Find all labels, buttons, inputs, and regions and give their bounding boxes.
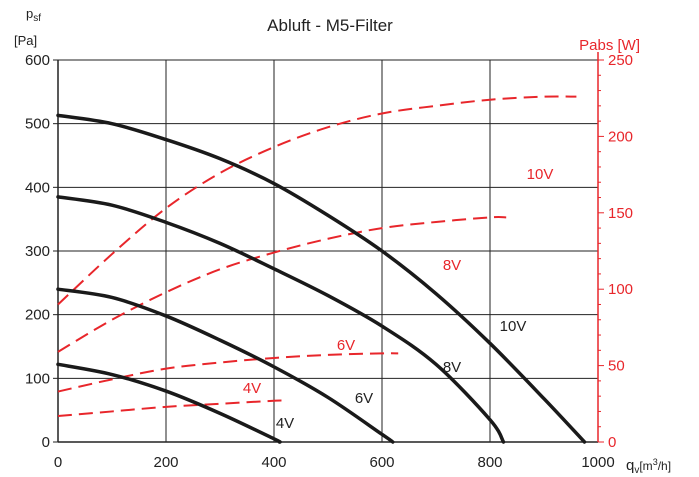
power-curve-8v <box>57 216 507 353</box>
pressure-label-6v: 6V <box>355 390 373 407</box>
right-axis-label: Pabs [W] <box>579 37 640 54</box>
left-axis-unit: [Pa] <box>14 33 37 48</box>
left-tick-label: 300 <box>25 243 50 260</box>
pressure-label-8v: 8V <box>443 359 461 376</box>
x-tick-label: 200 <box>153 454 178 471</box>
tick-labels: 0 200 400 600 800 1000 0 100 200 300 400 500 600 0 50 1… <box>25 52 633 471</box>
curve-labels: 4V 6V 8V 10V 4V 6V 8V 10V <box>243 166 554 432</box>
right-tick-label: 0 <box>608 434 616 451</box>
left-tick-label: 400 <box>25 179 50 196</box>
left-tick-label: 600 <box>25 52 50 69</box>
chart-title: Abluft - M5-Filter <box>267 16 393 35</box>
power-label-10v: 10V <box>527 166 554 183</box>
right-tick-label: 200 <box>608 128 633 145</box>
x-tick-label: 600 <box>369 454 394 471</box>
curves <box>56 95 587 444</box>
x-tick-label: 400 <box>261 454 286 471</box>
x-tick-label: 800 <box>477 454 502 471</box>
power-curve-4v <box>57 399 285 418</box>
left-tick-label: 0 <box>42 434 50 451</box>
left-tick-label: 500 <box>25 116 50 133</box>
right-tick-label: 150 <box>608 205 633 222</box>
right-tick-label: 50 <box>608 358 625 375</box>
pressure-curve-4v <box>56 362 282 444</box>
x-axis-label: qv[m3/h] <box>626 457 671 476</box>
power-label-6v: 6V <box>337 337 355 354</box>
power-label-8v: 8V <box>443 257 461 274</box>
pressure-label-10v: 10V <box>500 318 527 335</box>
power-curve-10v <box>57 95 577 306</box>
x-tick-label: 1000 <box>581 454 614 471</box>
power-label-4v: 4V <box>243 380 261 397</box>
grid <box>53 52 604 443</box>
pressure-curve-6v <box>56 287 395 444</box>
left-tick-label: 200 <box>25 307 50 324</box>
power-curve-6v <box>57 352 399 393</box>
pressure-curve-10v <box>56 113 587 444</box>
right-tick-label: 250 <box>608 52 633 69</box>
pressure-label-4v: 4V <box>276 415 294 432</box>
left-tick-label: 100 <box>25 370 50 387</box>
left-axis-label: psf <box>26 6 41 24</box>
right-tick-label: 100 <box>608 281 633 298</box>
pressure-curve-8v <box>56 195 506 444</box>
x-tick-label: 0 <box>54 454 62 471</box>
